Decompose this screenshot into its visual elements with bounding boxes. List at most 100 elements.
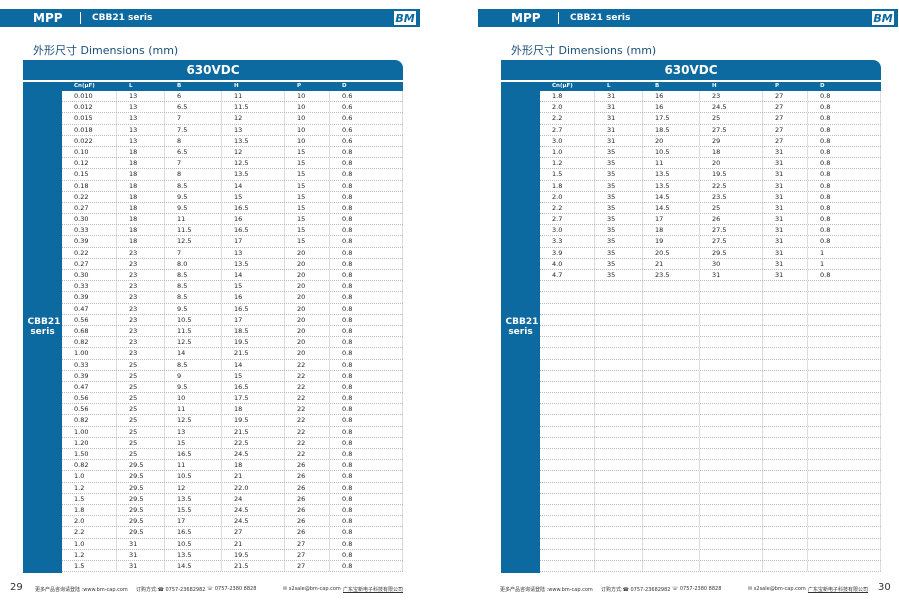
table-cell: 10.5: [165, 538, 222, 549]
empty-cell: [763, 292, 808, 303]
table-cell: 0.8: [330, 158, 403, 169]
empty-cell: [763, 437, 808, 448]
empty-cell: [540, 449, 595, 460]
table-cell: 2.7: [540, 214, 595, 225]
table-cell: 9.5: [165, 381, 222, 393]
table-row: 2.0 29.5 17 24.5 26 0.8: [62, 516, 403, 528]
table-cell: 26: [285, 460, 330, 471]
table-cell: 2.0: [62, 516, 117, 527]
table-cell: 31: [763, 158, 808, 169]
table-cell: 18: [117, 146, 165, 158]
table-cell: 2.2: [540, 113, 595, 124]
empty-cell: [540, 359, 595, 370]
empty-cell: [700, 504, 763, 516]
table-cell: 19: [643, 236, 700, 247]
table-cell: 0.8: [808, 158, 881, 169]
table-cell: 0.27: [62, 202, 117, 214]
table-cell: 31: [595, 124, 643, 135]
table-cell: 0.8: [808, 135, 881, 146]
empty-cell: [700, 348, 763, 359]
table-row: 2.0 35 14.5 23.5 31 0.8: [540, 191, 881, 203]
empty-cell: [808, 381, 881, 393]
footer-phone: 订购方式:☎ 0757-23682982: [136, 587, 206, 593]
table-cell: 25: [700, 202, 763, 214]
table-cell: 8.5: [165, 270, 222, 281]
table-row: 1.2 35 11 20 31 0.8: [540, 158, 881, 170]
table-cell: 16.5: [222, 381, 285, 393]
empty-cell: [643, 460, 700, 471]
table-cell: 10.5: [165, 471, 222, 482]
empty-cell: [540, 415, 595, 426]
column-header: B: [177, 83, 182, 89]
table-cell: 1.0: [62, 538, 117, 549]
empty-cell: [595, 415, 643, 426]
table-cell: 0.8: [330, 225, 403, 236]
empty-cell: [808, 482, 881, 493]
table-row: 1.00 23 14 21.5 20 0.8: [62, 348, 403, 360]
empty-cell: [700, 493, 763, 504]
table-cell: 10: [285, 102, 330, 113]
empty-cell: [808, 281, 881, 292]
table-cell: 29.5: [117, 482, 165, 493]
table-row: 0.56 25 11 18 22 0.8: [62, 404, 403, 416]
dimension-table: 630VDC CBB21 seris Cn(μF) L B H P D 0.010 13 6 11 10…: [23, 60, 403, 573]
table-cell: 22: [285, 404, 330, 415]
table-row: 2.2 35 14.5 25 31 0.8: [540, 202, 881, 215]
table-cell: 12.5: [165, 236, 222, 247]
table-cell: 22.5: [700, 180, 763, 191]
table-row: 0.010 13 6 11 10 0.6: [62, 91, 403, 103]
table-cell: 0.8: [330, 169, 403, 180]
table-row: 0.33 18 11.5 16.5 15 0.8: [62, 225, 403, 237]
separator: [558, 12, 559, 24]
table-row: [540, 292, 881, 304]
table-row: 3.0 31 20 29 27 0.8: [540, 135, 881, 147]
table-cell: 0.8: [330, 404, 403, 415]
empty-cell: [643, 404, 700, 415]
table-cell: 24.5: [222, 516, 285, 527]
header-row: Cn(μF) L B H P D: [62, 82, 403, 91]
empty-cell: [643, 381, 700, 393]
table-cell: 35: [595, 158, 643, 169]
table-cell: 31: [763, 180, 808, 191]
empty-cell: [540, 404, 595, 415]
table-row: 0.22 18 9.5 15 15 0.8: [62, 191, 403, 203]
empty-cell: [700, 560, 763, 572]
empty-cell: [595, 393, 643, 404]
table-cell: 31: [763, 191, 808, 202]
table-cell: 19.5: [222, 549, 285, 560]
table-row: 3.9 35 20.5 29.5 31 1: [540, 247, 881, 259]
footer-company: 广东宝新电子科技有限公司: [343, 587, 404, 593]
table-cell: 0.22: [62, 191, 117, 202]
empty-cell: [595, 292, 643, 303]
empty-cell: [643, 437, 700, 448]
table-cell: 1.2: [62, 482, 117, 493]
table-cell: 0.6: [330, 113, 403, 124]
table-cell: 0.8: [330, 281, 403, 292]
empty-cell: [763, 325, 808, 337]
table-cell: 31: [763, 258, 808, 269]
empty-cell: [595, 437, 643, 448]
table-row: 1.0 29.5 10.5 21 26 0.8: [62, 471, 403, 483]
table-row: [540, 415, 881, 427]
table-row: 0.39 25 9 15 22 0.8: [62, 370, 403, 382]
table-cell: 0.010: [62, 91, 117, 102]
table-row: [540, 471, 881, 483]
table-row: 1.50 25 16.5 24.5 22 0.8: [62, 449, 403, 461]
table-cell: 18: [643, 225, 700, 236]
table-cell: 20: [285, 325, 330, 337]
table-row: 4.7 35 23.5 31 31 0.8: [540, 270, 881, 282]
table-cell: 23: [117, 270, 165, 281]
header-row: Cn(μF) L B H P D: [540, 82, 881, 91]
table-cell: 17: [643, 214, 700, 225]
table-row: [540, 482, 881, 494]
table-cell: 10: [285, 91, 330, 102]
table-cell: 12.5: [222, 158, 285, 169]
table-cell: 0.022: [62, 135, 117, 146]
table-cell: 0.8: [330, 270, 403, 281]
table-cell: 18: [117, 236, 165, 247]
table-cell: 31: [595, 102, 643, 113]
table-cell: 1.8: [62, 504, 117, 516]
table-cell: 35: [595, 247, 643, 258]
table-cell: 1.00: [62, 348, 117, 359]
empty-cell: [595, 325, 643, 337]
